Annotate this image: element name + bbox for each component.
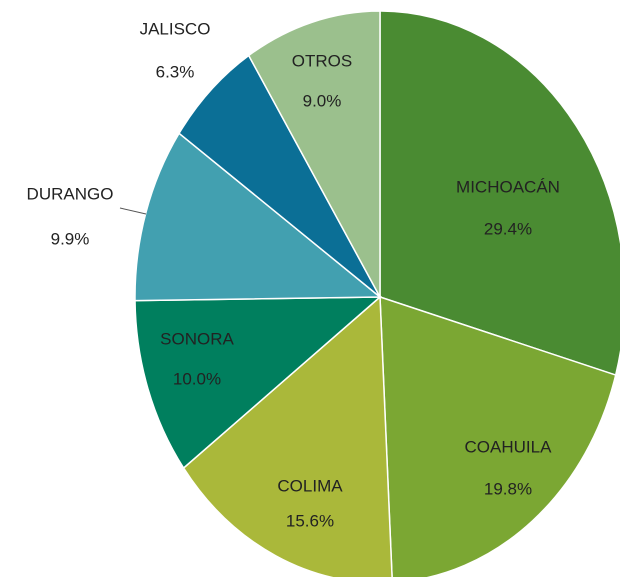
pie-slice (134, 132, 383, 302)
pie-slice (379, 295, 617, 577)
slice-value-label: 15.6% (286, 511, 334, 530)
slice-value-label: 29.4% (484, 219, 532, 238)
slice-label: DURANGO (27, 184, 114, 203)
slice-value-label: 19.8% (484, 479, 532, 498)
pie-slice (134, 296, 383, 470)
slice-value-label: 9.0% (303, 91, 342, 110)
slice-label: OTROS (292, 51, 352, 70)
pie-slice (379, 10, 620, 377)
slice-label: COLIMA (277, 476, 343, 495)
pie-slice (247, 10, 381, 298)
slice-label: JALISCO (140, 19, 211, 38)
slice-label: COAHUILA (465, 437, 553, 456)
slice-label: MICHOACÁN (456, 177, 560, 196)
pie-slice (182, 295, 393, 577)
slice-label: SONORA (160, 329, 234, 348)
leader-line (119, 207, 147, 215)
slice-value-label: 10.0% (173, 369, 221, 388)
slice-value-label: 6.3% (156, 62, 195, 81)
slice-value-label: 9.9% (51, 229, 90, 248)
pie-slice (178, 54, 381, 298)
